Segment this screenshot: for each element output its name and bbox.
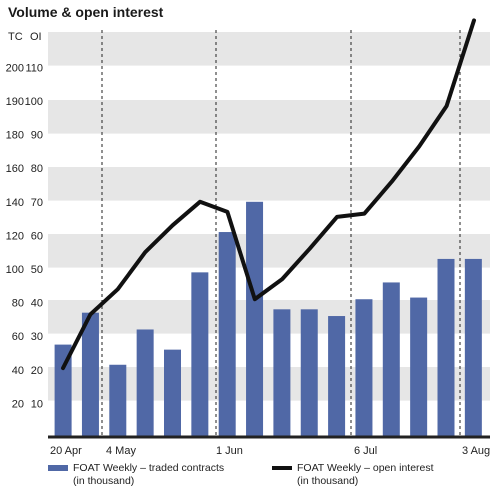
tc-tick-label-8: 180 [6,130,24,142]
bar-11 [355,299,373,437]
bar-6 [218,232,236,437]
bar-14 [437,258,455,437]
grid-band-1 [48,100,490,134]
tc-tick-label-2: 60 [12,331,24,343]
grid-band-0 [48,32,490,66]
tc-tick-label-6: 140 [6,197,24,209]
bar-7 [246,201,264,437]
tc-tick-label-9: 190 [6,96,24,108]
bar-15 [464,258,482,437]
legend-item-open-interest: FOAT Weekly – open interest (in thousand… [272,462,434,488]
bar-2 [109,364,127,437]
oi-tick-label-1: 20 [31,365,43,377]
grid-band-2 [48,167,490,201]
tc-tick-label-4: 100 [6,264,24,276]
left-axis-label: TC [8,31,23,43]
oi-tick-label-2: 30 [31,331,43,343]
oi-tick-label-0: 10 [31,398,43,410]
x-tick-label-1: 4 May [106,445,136,457]
oi-tick-label-8: 90 [31,130,43,142]
x-tick-label-3: 6 Jul [354,445,377,457]
legend-label-traded-contracts: FOAT Weekly – traded contracts [73,462,225,474]
legend-sub-open-interest: (in thousand) [297,475,359,487]
grid-band-3 [48,234,490,268]
oi-tick-label-3: 40 [31,298,43,310]
oi-tick-label-9: 100 [25,96,43,108]
chart-title: Volume & open interest [8,4,164,20]
legend-swatch-bar [48,465,68,472]
bar-1 [81,312,99,437]
tc-tick-label-5: 120 [6,230,24,242]
x-tick-label-0: 20 Apr [50,445,82,457]
x-tick-label-2: 1 Jun [216,445,243,457]
bar-5 [191,272,209,437]
right-axis-label: OI [30,31,42,43]
oi-tick-label-7: 80 [31,163,43,175]
oi-tick-label-5: 60 [31,230,43,242]
tc-tick-label-0: 20 [12,398,24,410]
oi-tick-label-4: 50 [31,264,43,276]
bar-13 [410,297,428,437]
tc-tick-label-1: 40 [12,365,24,377]
oi-tick-label-10: 110 [25,62,43,74]
legend-swatch-line [272,466,292,471]
bar-10 [328,316,346,437]
x-tick-label-4: 3 Aug [462,445,490,457]
bar-8 [273,309,291,437]
oi-tick-label-6: 70 [31,197,43,209]
legend-sub-traded-contracts: (in thousand) [73,475,135,487]
tc-tick-label-7: 160 [6,163,24,175]
bar-9 [300,309,318,437]
tc-tick-label-3: 80 [12,298,24,310]
bar-12 [382,282,400,437]
bar-3 [136,329,154,437]
bar-0 [54,344,72,437]
legend-item-traded-contracts: FOAT Weekly – traded contracts (in thous… [48,462,224,488]
open-interest-line [61,18,476,371]
tc-tick-label-10: 200 [6,62,24,74]
bar-4 [164,349,181,437]
legend-label-open-interest: FOAT Weekly – open interest [297,462,434,474]
